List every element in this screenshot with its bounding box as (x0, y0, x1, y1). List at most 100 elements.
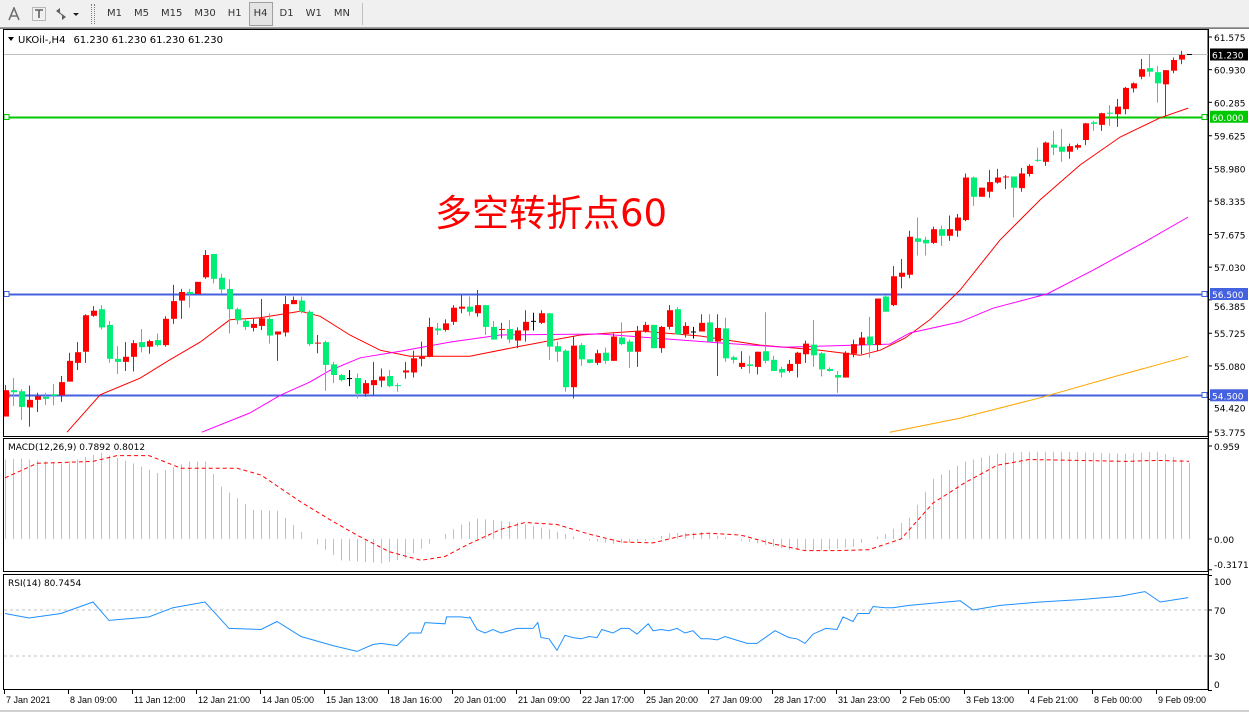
candle (67, 352, 73, 382)
candle-body (1139, 69, 1145, 77)
candle (1083, 122, 1089, 146)
timeframe-m30-button[interactable]: M30 (194, 7, 216, 19)
candle-body (875, 298, 881, 346)
candle-body (75, 352, 81, 363)
candle (931, 226, 937, 244)
time-tick-label: 31 Jan 23:00 (838, 695, 890, 705)
candle-body (443, 323, 449, 330)
timeframe-d1-button[interactable]: D1 (279, 7, 294, 19)
candle-body (779, 368, 785, 373)
candle (1019, 167, 1025, 192)
candle-body (67, 360, 73, 382)
candle (1035, 147, 1041, 162)
candle (683, 322, 689, 338)
candle-body (1027, 165, 1033, 174)
timeframe-w1-button[interactable]: W1 (305, 7, 322, 19)
candle (1115, 99, 1121, 127)
candle (891, 266, 897, 307)
candle (131, 340, 137, 372)
arrows-dropdown-icon[interactable] (53, 3, 83, 25)
candle (27, 385, 33, 427)
candle (939, 225, 945, 246)
candle (595, 349, 601, 365)
candle (619, 322, 625, 346)
candle (1075, 143, 1081, 150)
candle (91, 306, 97, 317)
timeframe-m15-button[interactable]: M15 (161, 7, 183, 19)
timeframe-h1-button[interactable]: H1 (227, 7, 242, 19)
level-handle-right (1201, 392, 1208, 398)
candle (451, 305, 457, 325)
candle-body (307, 311, 313, 345)
candle-body (243, 320, 249, 327)
chart-background (0, 28, 1249, 715)
time-tick-label: 2 Feb 05:00 (902, 695, 950, 705)
level-price-tag (1210, 110, 1248, 123)
candle-body (723, 328, 729, 359)
text-A-icon[interactable] (3, 3, 25, 25)
candle-body (251, 323, 257, 328)
text-label-T-icon[interactable] (28, 3, 50, 25)
annotation-text[interactable]: 多空转折点60 (435, 192, 667, 235)
candle-body (931, 229, 937, 243)
candle (219, 273, 225, 294)
timeframe-h4-button[interactable]: H4 (248, 1, 273, 26)
candle-body (507, 328, 513, 340)
candle (1043, 141, 1049, 166)
candle-body (763, 351, 769, 361)
toolbar-divider (361, 2, 363, 25)
candle-body (979, 187, 985, 197)
timeframe-m1-button[interactable]: M1 (107, 7, 122, 19)
candle (115, 346, 121, 375)
candle (747, 355, 753, 374)
candle-body (899, 272, 905, 277)
candle (627, 339, 633, 368)
candle-body (955, 217, 961, 231)
collapse-triangle-icon[interactable] (8, 37, 14, 41)
candle-body (123, 356, 129, 362)
toolbar-grip[interactable] (91, 3, 95, 24)
candle (923, 236, 929, 256)
candle (995, 168, 1001, 184)
candle (491, 320, 497, 340)
candle-body (1123, 87, 1129, 110)
candle-body (1043, 142, 1049, 162)
candle (1051, 130, 1057, 156)
candle (19, 389, 25, 421)
candle (731, 355, 737, 364)
candle-body (819, 353, 825, 370)
timeframe-m5-button[interactable]: M5 (134, 7, 149, 19)
candle-body (915, 238, 921, 242)
macd-tick-label: 0.959 (1214, 443, 1240, 453)
candle-body (627, 341, 633, 352)
candle (363, 380, 369, 397)
price-tick-label: 61.575 (1214, 34, 1246, 44)
candle (571, 336, 577, 399)
candle (979, 187, 985, 197)
rsi-tick-label: 30 (1214, 653, 1226, 663)
candle (139, 328, 145, 353)
candle (611, 333, 617, 361)
candle (283, 296, 289, 337)
candle-body (811, 344, 817, 356)
level-price-tag (1210, 287, 1248, 300)
candle-body (395, 385, 401, 387)
candle-body (419, 356, 425, 359)
candle (227, 279, 233, 334)
candle-body (851, 344, 857, 354)
candle (291, 296, 297, 305)
candle (1171, 57, 1177, 74)
candle-body (1163, 70, 1169, 85)
time-tick-label: 11 Jan 12:00 (134, 695, 185, 705)
candle (11, 378, 17, 406)
chart-window[interactable]: UKOil-,H4 61.230 61.230 61.230 61.230 多空转折… (0, 28, 1249, 715)
candle (651, 324, 657, 349)
candle (787, 359, 793, 373)
candle-body (195, 281, 201, 294)
candle (499, 322, 505, 339)
candle (947, 215, 953, 241)
candle-body (707, 322, 713, 342)
candle (323, 340, 329, 391)
timeframe-mn-button[interactable]: MN (333, 7, 350, 19)
candle (699, 314, 705, 332)
